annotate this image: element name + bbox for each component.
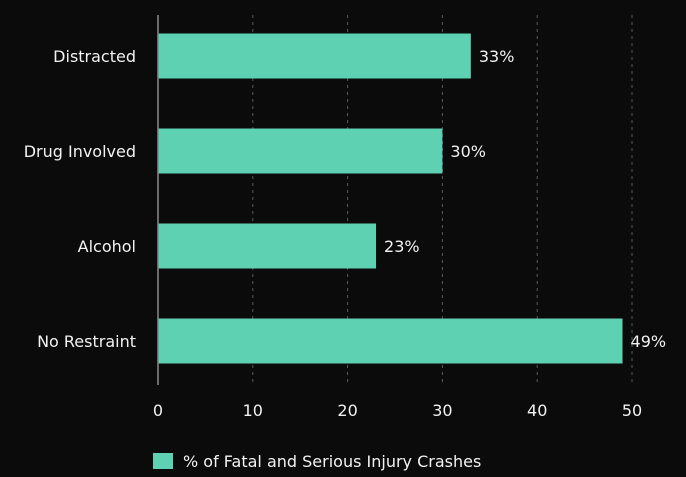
bar-no-restraint bbox=[158, 318, 623, 364]
bar-alcohol bbox=[158, 223, 377, 269]
category-label: Drug Involved bbox=[24, 142, 136, 161]
legend-label: % of Fatal and Serious Injury Crashes bbox=[183, 452, 481, 471]
data-label: 33% bbox=[479, 47, 515, 66]
data-label: 23% bbox=[384, 237, 420, 256]
bar-distracted bbox=[158, 33, 471, 79]
x-tick-label: 20 bbox=[337, 401, 357, 420]
category-label: Distracted bbox=[53, 47, 136, 66]
data-label: 49% bbox=[631, 332, 667, 351]
x-tick-label: 0 bbox=[153, 401, 163, 420]
category-label: No Restraint bbox=[37, 332, 136, 351]
x-tick-label: 50 bbox=[622, 401, 642, 420]
data-labels: 33% 30% 23% 49% bbox=[384, 47, 666, 351]
data-label: 30% bbox=[450, 142, 486, 161]
x-tick-label: 40 bbox=[527, 401, 547, 420]
category-labels: Distracted Drug Involved Alcohol No Restrai… bbox=[24, 47, 136, 351]
x-axis-ticks: 0 10 20 30 40 50 bbox=[153, 401, 642, 420]
x-tick-label: 30 bbox=[432, 401, 452, 420]
legend-swatch bbox=[153, 453, 173, 469]
category-label: Alcohol bbox=[78, 237, 136, 256]
legend: % of Fatal and Serious Injury Crashes bbox=[153, 452, 481, 471]
x-tick-label: 10 bbox=[243, 401, 263, 420]
bar-drug-involved bbox=[158, 128, 443, 174]
bar-layer bbox=[158, 33, 623, 364]
